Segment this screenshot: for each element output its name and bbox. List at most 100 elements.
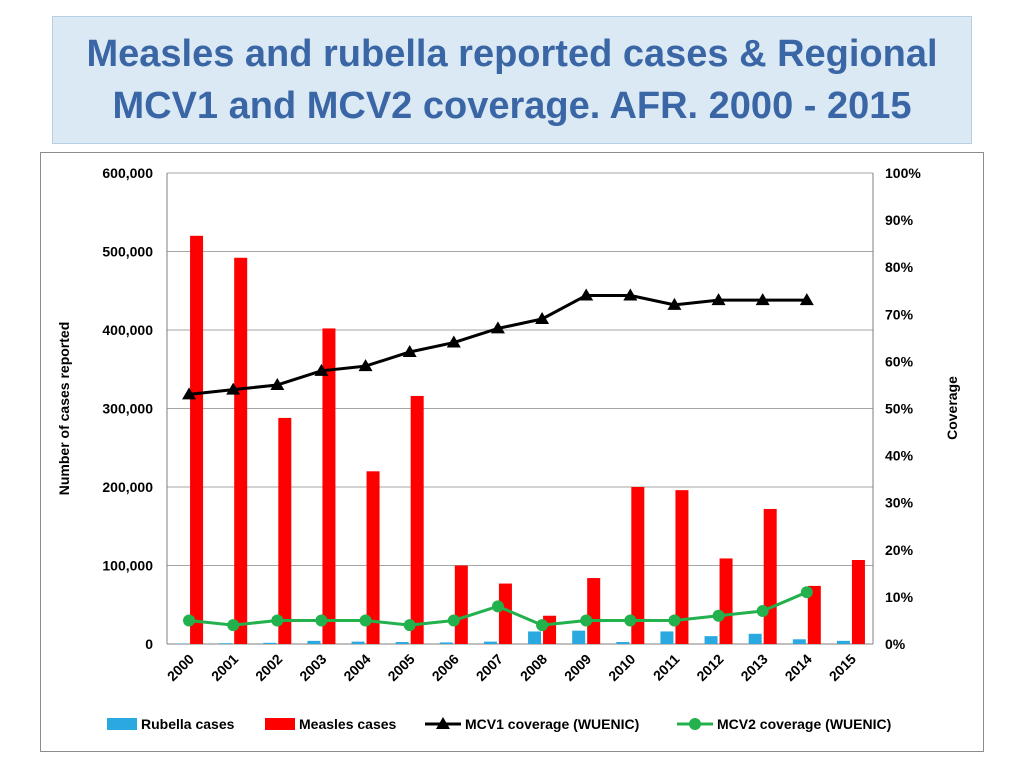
x-tick-label: 2014 <box>782 651 815 684</box>
rubella-bar <box>307 640 321 644</box>
x-tick-label: 2015 <box>826 651 859 684</box>
mcv2-point <box>183 614 196 627</box>
y2-tick-label: 70% <box>885 306 914 322</box>
mcv1-point <box>490 321 505 334</box>
x-tick-label: 2010 <box>605 651 638 684</box>
y-tick-label: 200,000 <box>102 479 153 495</box>
measles-bar <box>278 417 292 644</box>
mcv2-point <box>315 614 328 627</box>
y-tick-label: 600,000 <box>102 165 153 181</box>
x-tick-label: 2003 <box>296 651 329 684</box>
rubella-bar <box>263 642 277 644</box>
mcv2-point <box>536 619 549 632</box>
x-tick-label: 2009 <box>561 651 594 684</box>
x-tick-label: 2000 <box>164 651 197 684</box>
mcv1-point <box>623 288 638 301</box>
rubella-bar <box>483 641 497 644</box>
y2-tick-label: 0% <box>885 636 906 652</box>
y2-tick-label: 20% <box>885 542 914 558</box>
slide-title: Measles and rubella reported cases & Reg… <box>86 33 938 127</box>
x-tick-label: 2012 <box>693 651 726 684</box>
mcv1-point <box>799 293 814 306</box>
mcv2-point <box>447 614 460 627</box>
measles-bar <box>587 578 601 644</box>
x-tick-label: 2002 <box>252 651 285 684</box>
mcv2-point <box>756 605 769 618</box>
rubella-bar <box>439 642 453 644</box>
mcv1-point <box>314 363 329 376</box>
mcv2-point <box>580 614 593 627</box>
measles-bar <box>675 490 689 644</box>
legend-label-mcv1: MCV1 coverage (WUENIC) <box>465 716 639 732</box>
y-tick-label: 400,000 <box>102 322 153 338</box>
measles-bar <box>366 471 380 644</box>
mcv2-point <box>359 614 372 627</box>
measles-bar <box>631 487 645 644</box>
measles-bar <box>234 257 248 644</box>
x-tick-label: 2001 <box>208 651 241 684</box>
y2-tick-label: 40% <box>885 448 914 464</box>
rubella-bar <box>572 630 586 644</box>
mcv1-point <box>446 335 461 348</box>
legend-swatch-rubella <box>107 718 137 730</box>
measles-bar <box>410 395 424 644</box>
title-banner: Measles and rubella reported cases & Reg… <box>52 16 972 144</box>
y-tick-label: 500,000 <box>102 244 153 260</box>
mcv2-point <box>712 609 725 622</box>
y2-tick-label: 50% <box>885 401 914 417</box>
rubella-bar <box>792 639 806 644</box>
x-tick-label: 2005 <box>384 651 417 684</box>
x-tick-label: 2004 <box>340 651 373 684</box>
y2-tick-label: 10% <box>885 589 914 605</box>
measles-bar <box>807 585 821 644</box>
mcv1-point <box>755 293 770 306</box>
x-tick-label: 2006 <box>429 651 462 684</box>
rubella-bar <box>836 640 850 644</box>
measles-bar <box>454 565 468 644</box>
legend-label-measles: Measles cases <box>299 716 397 732</box>
mcv2-point <box>800 586 813 599</box>
y-tick-label: 100,000 <box>102 558 153 574</box>
mcv1-point <box>270 377 285 390</box>
x-tick-label: 2008 <box>517 651 550 684</box>
legend-swatch-measles <box>265 718 295 730</box>
mcv2-point <box>668 614 681 627</box>
mcv1-point <box>535 312 550 325</box>
measles-bar <box>719 558 733 644</box>
legend-label-mcv2: MCV2 coverage (WUENIC) <box>717 716 891 732</box>
mcv2-point <box>624 614 637 627</box>
rubella-bar <box>351 641 365 644</box>
legend-label-rubella: Rubella cases <box>141 716 235 732</box>
y-tick-label: 300,000 <box>102 401 153 417</box>
x-tick-label: 2013 <box>737 651 770 684</box>
rubella-bar <box>395 642 409 644</box>
rubella-bar <box>219 643 233 644</box>
legend-marker-mcv2 <box>689 718 701 730</box>
y-tick-label: 0 <box>145 636 153 652</box>
rubella-bar <box>748 633 762 644</box>
measles-bar <box>322 328 336 644</box>
y2-axis-title: Coverage <box>944 376 960 440</box>
legend-marker-mcv1 <box>436 717 450 729</box>
mcv1-line <box>188 293 807 396</box>
legend: Rubella cases Measles cases MCV1 coverage … <box>107 716 891 732</box>
measles-bar <box>190 235 204 645</box>
measles-bar <box>498 583 512 644</box>
mcv1-point <box>579 288 594 301</box>
y2-tick-label: 30% <box>885 495 914 511</box>
mcv1-point <box>358 359 373 372</box>
y-axis-title: Number of cases reported <box>56 322 72 496</box>
x-tick-label: 2007 <box>473 651 506 684</box>
mcv2-point <box>227 619 240 632</box>
mcv1-point <box>711 293 726 306</box>
measles-bar <box>851 560 865 644</box>
rubella-bar <box>704 636 718 644</box>
rubella-bar <box>528 631 542 644</box>
y2-tick-label: 100% <box>885 165 921 181</box>
chart-frame: 0 100,000 200,000 300,000 400,000 500,000 600,… <box>40 152 984 752</box>
mcv2-point <box>491 600 504 613</box>
mcv1-point <box>226 382 241 395</box>
y2-tick-label: 80% <box>885 259 914 275</box>
mcv1-point <box>667 297 682 310</box>
y2-tick-label: 60% <box>885 353 914 369</box>
